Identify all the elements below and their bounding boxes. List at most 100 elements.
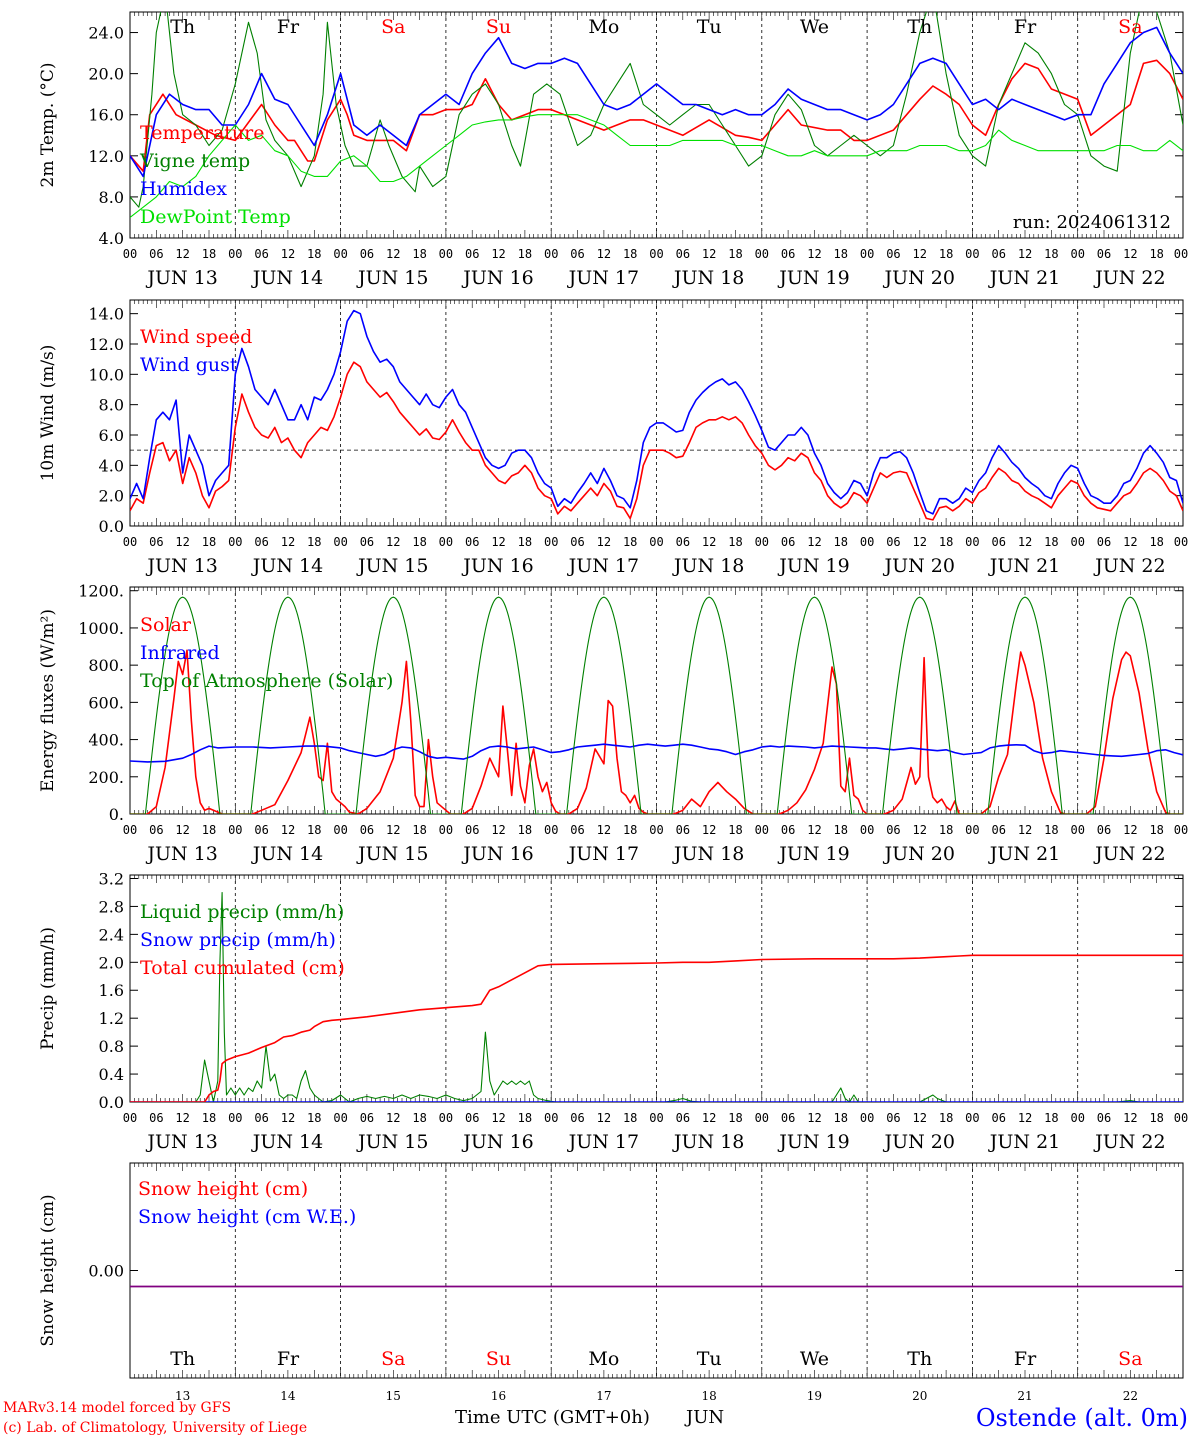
x-tick-label: 00 bbox=[333, 1111, 347, 1125]
date-label: JUN 22 bbox=[1093, 555, 1165, 577]
series-line bbox=[130, 954, 1183, 1102]
x-tick-label: 18 bbox=[728, 535, 742, 549]
series-line bbox=[130, 891, 1183, 1102]
x-tick-label: 06 bbox=[360, 247, 374, 261]
y-tick-label: 3.2 bbox=[99, 869, 124, 888]
date-label: JUN 14 bbox=[251, 843, 323, 865]
x-tick-label: 12 bbox=[1018, 823, 1032, 837]
weekday-label: Mo bbox=[588, 1348, 619, 1370]
x-axis-ticks bbox=[129, 300, 1184, 526]
x-axis-ticks bbox=[129, 875, 1184, 1102]
x-tick-label: 12 bbox=[175, 535, 189, 549]
x-tick-label: 06 bbox=[149, 823, 163, 837]
series-group bbox=[130, 596, 1183, 814]
x-tick-label: 12 bbox=[281, 823, 295, 837]
x-tick-label: 12 bbox=[281, 247, 295, 261]
day-number: 13 bbox=[175, 1389, 190, 1403]
x-tick-label: 06 bbox=[1097, 247, 1111, 261]
x-tick-label: 06 bbox=[781, 535, 795, 549]
x-tick-label: 12 bbox=[386, 823, 400, 837]
y-tick-label: 24.0 bbox=[88, 24, 124, 43]
y-tick-label: 2.4 bbox=[99, 925, 124, 944]
weekday-label: Sa bbox=[1118, 1348, 1142, 1370]
date-label: JUN 21 bbox=[988, 555, 1060, 577]
x-tick-label: 06 bbox=[886, 823, 900, 837]
x-tick-label: 06 bbox=[886, 1111, 900, 1125]
x-tick-label: 18 bbox=[728, 247, 742, 261]
day-number: 22 bbox=[1123, 1389, 1138, 1403]
x-tick-label: 00 bbox=[1174, 535, 1188, 549]
x-tick-label: 06 bbox=[570, 535, 584, 549]
y-tick-label: 8.0 bbox=[99, 396, 124, 415]
x-tick-label: 18 bbox=[1044, 823, 1058, 837]
series-line-toa bbox=[130, 596, 1183, 814]
x-tick-label: 06 bbox=[886, 247, 900, 261]
series-line bbox=[130, 26, 1183, 178]
date-label: JUN 13 bbox=[145, 555, 217, 577]
y-axis-label: 2m Temp. (°C) bbox=[38, 62, 58, 187]
legend-entry: Wind speed bbox=[140, 326, 252, 348]
credit-line-1: MARv3.14 model forced by GFS bbox=[3, 1400, 231, 1416]
x-tick-label: 12 bbox=[702, 1111, 716, 1125]
x-tick-label: 00 bbox=[965, 535, 979, 549]
x-tick-label: 12 bbox=[807, 823, 821, 837]
x-tick-label: 00 bbox=[544, 247, 558, 261]
x-tick-label: 18 bbox=[518, 823, 532, 837]
x-tick-label: 06 bbox=[254, 1111, 268, 1125]
panel-precip: 00 06 12 18 JUN 13 00 06 12 18 JUN 14 00 06 12 18 JUN … bbox=[38, 869, 1188, 1153]
x-tick-label: 00 bbox=[1174, 247, 1188, 261]
x-tick-label: 00 bbox=[1174, 1111, 1188, 1125]
x-tick-label: 00 bbox=[649, 1111, 663, 1125]
x-tick-label: 12 bbox=[1018, 247, 1032, 261]
weekday-label: Th bbox=[170, 1348, 195, 1370]
day-number: 19 bbox=[807, 1389, 822, 1403]
date-label: JUN 17 bbox=[567, 267, 639, 289]
x-tick-label: 18 bbox=[939, 1111, 953, 1125]
date-label: JUN 18 bbox=[672, 843, 744, 865]
y-tick-label: 1000. bbox=[78, 619, 124, 638]
x-tick-label: 18 bbox=[202, 823, 216, 837]
weekday-label: Sa bbox=[381, 16, 405, 38]
x-tick-label: 06 bbox=[465, 1111, 479, 1125]
y-axis-label: Snow height (cm) bbox=[38, 1194, 58, 1346]
y-axis-label: 10m Wind (m/s) bbox=[38, 345, 58, 482]
date-label: JUN 22 bbox=[1093, 843, 1165, 865]
x-tick-label: 12 bbox=[175, 1111, 189, 1125]
x-tick-label: 00 bbox=[228, 535, 242, 549]
x-tick-label: 00 bbox=[1070, 823, 1084, 837]
day-number: 15 bbox=[386, 1389, 401, 1403]
date-label: JUN 21 bbox=[988, 1131, 1060, 1153]
credit-line-2: (c) Lab. of Climatology, University of L… bbox=[3, 1420, 307, 1436]
weekday-label: Su bbox=[486, 16, 511, 38]
date-label: JUN 15 bbox=[356, 555, 428, 577]
x-tick-label: 12 bbox=[491, 247, 505, 261]
x-tick-label: 00 bbox=[439, 247, 453, 261]
date-label: JUN 17 bbox=[567, 555, 639, 577]
y-axis-label: Energy fluxes (W/m²) bbox=[38, 609, 58, 792]
x-tick-label: 06 bbox=[676, 535, 690, 549]
series-line bbox=[130, 114, 1183, 218]
x-tick-label: 00 bbox=[123, 535, 137, 549]
x-tick-label: 12 bbox=[281, 535, 295, 549]
legend-entry: Snow height (cm W.E.) bbox=[138, 1206, 356, 1228]
x-tick-label: 18 bbox=[728, 1111, 742, 1125]
y-tick-label: 12.0 bbox=[88, 335, 124, 354]
legend-entry: Temperature bbox=[140, 122, 264, 144]
y-tick-label: 20.0 bbox=[88, 65, 124, 84]
date-label: JUN 14 bbox=[251, 1131, 323, 1153]
x-tick-label: 00 bbox=[755, 247, 769, 261]
x-tick-label: 00 bbox=[1174, 823, 1188, 837]
x-tick-label: 18 bbox=[623, 535, 637, 549]
x-tick-label: 18 bbox=[834, 1111, 848, 1125]
series-line bbox=[130, 12, 1183, 208]
x-tick-label: 06 bbox=[149, 1111, 163, 1125]
y-tick-label: 6.0 bbox=[99, 426, 124, 445]
x-tick-label: 18 bbox=[623, 823, 637, 837]
x-tick-label: 06 bbox=[360, 535, 374, 549]
x-tick-label: 12 bbox=[913, 823, 927, 837]
weekday-label: Th bbox=[170, 16, 195, 38]
weekday-label: Th bbox=[907, 1348, 932, 1370]
x-tick-label: 00 bbox=[1070, 1111, 1084, 1125]
panel-temp: 00 06 12 18 JUN 13 00 06 12 18 JUN 14 00 06 12 18 JUN … bbox=[38, 11, 1188, 289]
legend-entry: Liquid precip (mm/h) bbox=[140, 901, 344, 923]
